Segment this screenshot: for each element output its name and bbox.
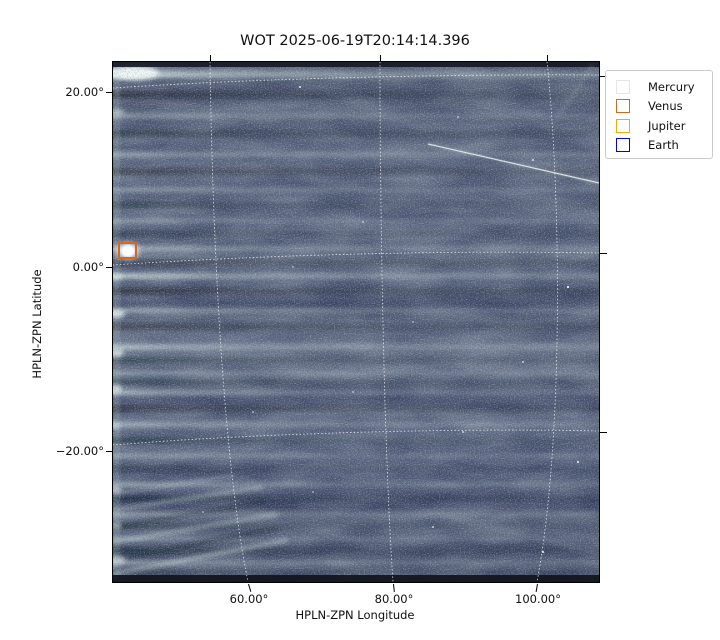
x-tick-top-60 — [209, 55, 211, 62]
y-tick-0 — [106, 267, 113, 269]
sky-image — [113, 62, 599, 582]
legend-label-earth: Earth — [648, 138, 679, 153]
legend-item-jupiter: Jupiter — [616, 116, 706, 136]
x-tick-label-100: 100.00° — [515, 592, 561, 606]
mercury-marker-icon — [616, 79, 630, 94]
legend-box: Mercury Venus Jupiter Earth — [605, 70, 713, 159]
legend-item-earth: Earth — [616, 136, 706, 156]
plot-area — [112, 61, 600, 583]
y-tick-right-20 — [600, 76, 607, 78]
x-axis-label: HPLN-ZPN Longitude — [295, 608, 415, 622]
legend-label-jupiter: Jupiter — [648, 118, 686, 133]
legend-item-venus: Venus — [616, 97, 706, 117]
y-tick-20 — [106, 92, 113, 94]
legend-item-mercury: Mercury — [616, 77, 706, 97]
plot-title: WOT 2025-06-19T20:14:14.396 — [240, 33, 470, 49]
y-tick-label-neg20: −20.00° — [55, 444, 104, 458]
star-dots — [202, 86, 580, 554]
legend-label-venus: Venus — [648, 99, 683, 114]
x-tick-top-80 — [379, 55, 381, 62]
y-axis-label: HPLN-ZPN Latitude — [30, 269, 44, 379]
x-tick-label-60: 60.00° — [229, 592, 269, 606]
graticule — [113, 62, 599, 582]
satellite-streak — [427, 142, 599, 185]
legend-label-mercury: Mercury — [648, 79, 695, 94]
earth-marker-icon — [616, 138, 630, 153]
y-tick-right-neg20 — [600, 432, 607, 434]
jupiter-marker-icon — [616, 118, 630, 133]
y-tick-label-20: 20.00° — [65, 85, 104, 99]
y-tick-label-0: 0.00° — [72, 260, 104, 274]
y-tick-right-0 — [600, 253, 607, 255]
y-tick-neg20 — [106, 451, 113, 453]
x-tick-label-80: 80.00° — [374, 592, 414, 606]
venus-marker — [116, 242, 140, 260]
corner-streak — [556, 64, 594, 119]
x-tick-top-100 — [546, 55, 548, 62]
venus-marker-icon — [616, 99, 630, 114]
venus-marker-square — [118, 242, 137, 259]
